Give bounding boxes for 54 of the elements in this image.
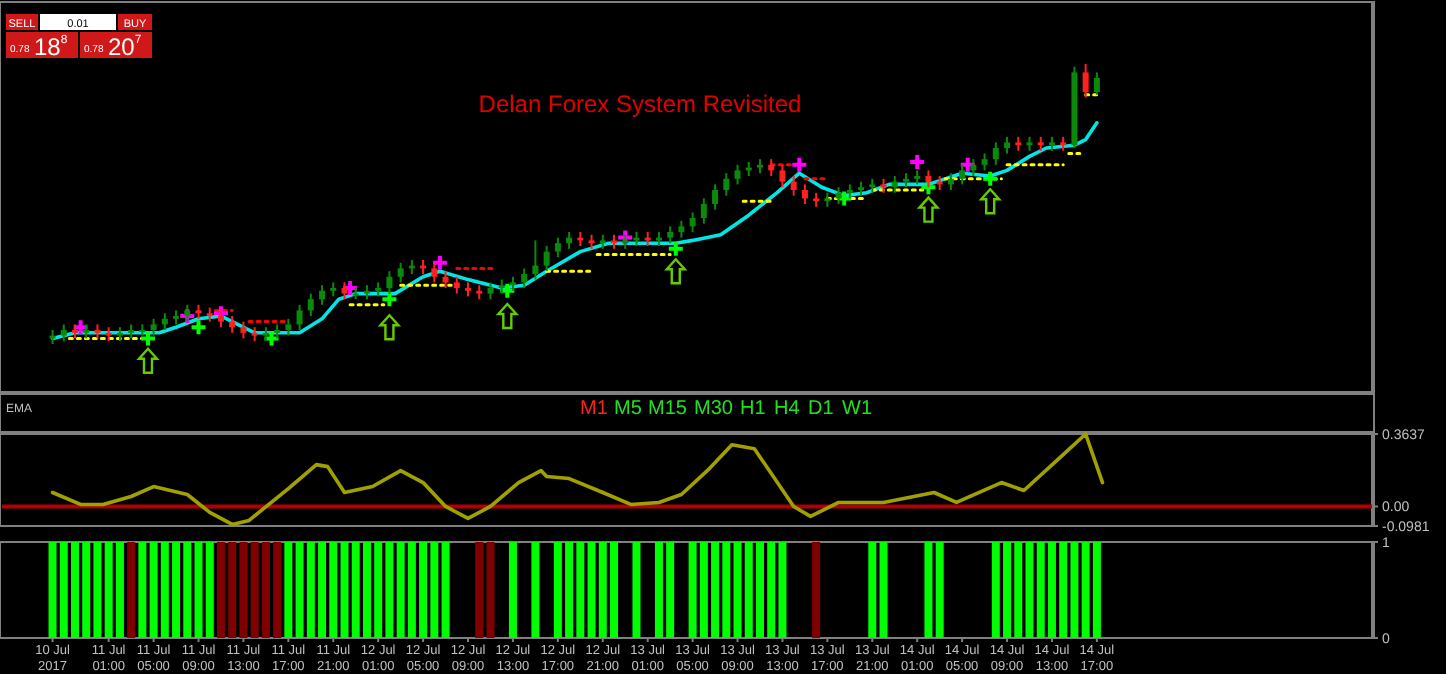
candlestick	[1082, 63, 1089, 99]
candlestick	[397, 261, 404, 284]
point	[908, 153, 927, 171]
point	[666, 239, 685, 258]
text: D1	[808, 398, 835, 420]
point	[790, 155, 809, 174]
point	[137, 347, 159, 374]
point	[178, 307, 197, 325]
candlestick	[959, 163, 966, 186]
point	[958, 155, 977, 174]
candlestick	[1093, 71, 1100, 96]
point	[981, 169, 1000, 188]
point	[71, 318, 90, 337]
candlestick	[689, 211, 696, 233]
candlestick	[386, 270, 393, 295]
point	[980, 188, 1001, 215]
point	[616, 228, 635, 247]
point	[430, 253, 449, 272]
point	[835, 189, 854, 208]
candlestick	[307, 292, 314, 317]
candlestick	[712, 183, 719, 211]
point	[341, 279, 360, 297]
text: H1	[740, 398, 767, 420]
text: W1	[842, 398, 873, 420]
point	[665, 258, 686, 285]
point	[498, 281, 517, 300]
point	[497, 302, 518, 330]
text: H4	[774, 398, 801, 420]
text: M5	[614, 398, 643, 420]
candlestick	[554, 236, 561, 259]
candlestick	[700, 197, 707, 225]
candlestick	[139, 323, 146, 337]
point	[918, 196, 939, 223]
point	[262, 329, 281, 348]
text: M30	[694, 398, 734, 420]
point	[380, 290, 399, 309]
candlestick	[734, 163, 741, 186]
candlestick	[790, 175, 797, 197]
candlestick	[723, 172, 730, 197]
candlestick	[543, 245, 550, 273]
text: Delan Forex System Revisited	[478, 90, 802, 118]
candlestick	[431, 261, 438, 284]
candlestick	[801, 183, 808, 205]
point	[379, 314, 400, 341]
candlestick	[521, 267, 528, 289]
candlestick	[296, 303, 303, 331]
candlestick	[779, 163, 786, 189]
point	[189, 318, 208, 337]
candlestick	[319, 284, 326, 306]
text: M1	[580, 398, 609, 420]
candlestick	[992, 141, 999, 166]
candlestick	[532, 239, 539, 281]
text: M15	[648, 398, 688, 420]
line-series	[50, 432, 1105, 527]
